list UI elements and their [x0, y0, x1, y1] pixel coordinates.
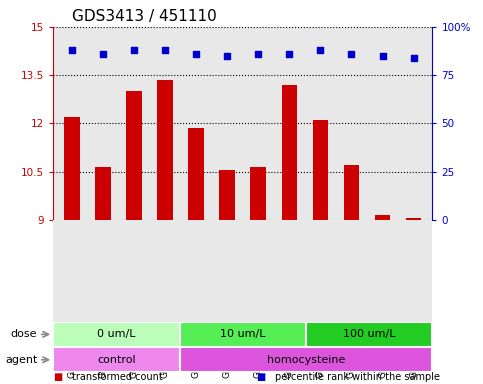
Bar: [126, 91, 142, 220]
Bar: [180, 347, 432, 372]
Point: [223, 53, 231, 59]
Point: [192, 51, 200, 57]
Point: [348, 51, 355, 57]
Text: ■: ■: [256, 372, 265, 382]
Bar: [375, 215, 390, 220]
Bar: [306, 322, 432, 347]
Bar: [64, 117, 80, 220]
Point: [316, 47, 324, 53]
Bar: [188, 128, 204, 220]
Bar: [219, 170, 235, 220]
Text: homocysteine: homocysteine: [267, 355, 345, 365]
Point: [68, 47, 76, 53]
Point: [285, 51, 293, 57]
Text: 0 um/L: 0 um/L: [97, 329, 136, 339]
Bar: [282, 85, 297, 220]
Point: [379, 53, 386, 59]
Text: ■: ■: [53, 372, 62, 382]
Text: dose: dose: [11, 329, 37, 339]
Bar: [406, 218, 421, 220]
Bar: [53, 322, 180, 347]
Bar: [251, 167, 266, 220]
Text: 100 um/L: 100 um/L: [343, 329, 396, 339]
Bar: [313, 120, 328, 220]
Text: percentile rank within the sample: percentile rank within the sample: [275, 372, 440, 382]
Text: control: control: [97, 355, 136, 365]
Point: [255, 51, 262, 57]
Bar: [95, 167, 111, 220]
Bar: [180, 322, 306, 347]
Bar: [344, 165, 359, 220]
Point: [161, 47, 169, 53]
Point: [410, 55, 417, 61]
Point: [99, 51, 107, 57]
Bar: [53, 347, 180, 372]
Point: [130, 47, 138, 53]
Text: transformed count: transformed count: [72, 372, 163, 382]
Text: 10 um/L: 10 um/L: [220, 329, 266, 339]
Bar: [157, 80, 173, 220]
Text: GDS3413 / 451110: GDS3413 / 451110: [72, 9, 217, 24]
Text: agent: agent: [5, 355, 37, 365]
